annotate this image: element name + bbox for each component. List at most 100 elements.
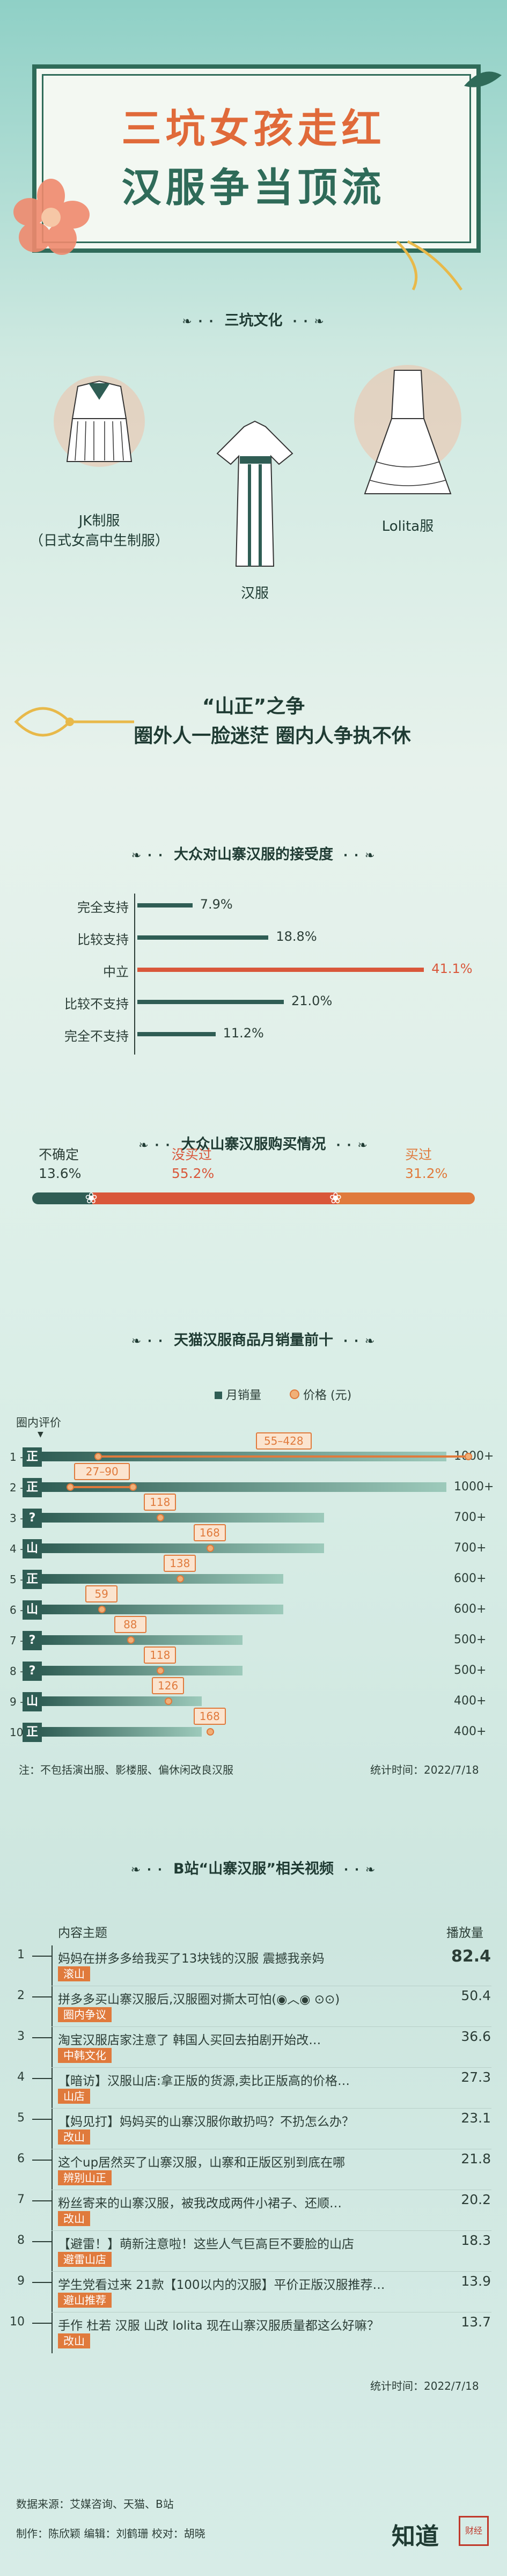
purchase-segment (336, 1192, 475, 1204)
bilibili-plays: 50.4 (461, 1988, 491, 2003)
tmall-price-label: 59 (85, 1585, 118, 1602)
bilibili-stat-time: 统计时间：2022/7/18 (370, 2380, 479, 2392)
tmall-sales-value: 600+ (454, 1572, 487, 1585)
bilibili-video-title: 粉丝寄来的山寨汉服，被我改成两件小裙子、还顺… (58, 2197, 342, 2211)
bilibili-tag: 山店 (58, 2089, 90, 2104)
bilibili-plays: 23.1 (461, 2110, 491, 2126)
tmall-price-dot (206, 1545, 214, 1552)
acceptance-bar (137, 1000, 284, 1004)
bilibili-tag: 辨别山正 (58, 2170, 112, 2185)
bilibili-tag: 改山 (58, 2211, 90, 2226)
lolita-dress-icon (354, 360, 461, 507)
acceptance-axis (134, 894, 135, 1055)
tmall-price-label: 27–90 (74, 1463, 130, 1480)
bilibili-plays: 21.8 (461, 2151, 491, 2167)
bilibili-rank: 3 (17, 2030, 25, 2043)
tmall-rating-header: 圈内评价 (16, 1416, 61, 1429)
bilibili-rank-line (32, 2119, 53, 2120)
bilibili-row-divider (52, 2067, 491, 2068)
tmall-sales-value: 700+ (454, 1511, 487, 1524)
bilibili-video-title: 【暗访】汉服山店:拿正版的货源,卖比正版高的价格… (58, 2074, 350, 2088)
bilibili-video-title: 【避雷！】萌新注意啦！这些人气巨高巨不要脸的山店 (58, 2237, 354, 2251)
tmall-price-label: 168 (193, 1708, 226, 1725)
tmall-sales-bar (39, 1574, 283, 1584)
bilibili-row-divider (52, 2108, 491, 2109)
bilibili-plays: 36.6 (461, 2029, 491, 2044)
bilibili-rank: 5 (17, 2111, 25, 2125)
tmall-stat-time: 统计时间：2022/7/18 (370, 1763, 479, 1776)
bilibili-rank-line (32, 2078, 53, 2079)
banner-line-1: “山正”之争 (202, 696, 305, 718)
jk-uniform-icon (54, 370, 145, 474)
bilibili-plays: 13.7 (461, 2314, 491, 2330)
tmall-sales-bar (39, 1696, 202, 1706)
bilibili-plays: 27.3 (461, 2069, 491, 2085)
tmall-price-dot (127, 1636, 135, 1644)
bilibili-tag: 改山 (58, 2333, 90, 2348)
bilibili-tag: 避雷山店 (58, 2252, 112, 2267)
purchase-divider-flower-icon: ❀ (329, 1189, 342, 1207)
bilibili-video-title: 拼多多买山寨汉服后,汉服圈对撕太可怕(◉︿◉ ⊙⊙) (58, 1993, 340, 2007)
acceptance-value: 7.9% (200, 897, 233, 912)
acceptance-label: 比较不支持 (64, 997, 129, 1012)
tmall-sales-value: 500+ (454, 1633, 487, 1646)
tmall-sales-bar (39, 1482, 446, 1492)
bilibili-row-divider (52, 2026, 491, 2027)
title-frame (32, 64, 481, 253)
bilibili-rank-line (32, 2037, 53, 2038)
bilibili-rank: 6 (17, 2152, 25, 2165)
purchase-heading: ❧ · · 大众山寨汉服购买情况 · · ❧ (138, 1136, 369, 1153)
bilibili-plays: 20.2 (461, 2192, 491, 2207)
bilibili-rank: 9 (17, 2274, 25, 2288)
culture-heading: ❧ · · 三坑文化 · · ❧ (182, 312, 325, 329)
bilibili-video-title: 手作 杜若 汉服 山改 lolita 现在山寨汉服质量都这么好嘛？ (58, 2319, 379, 2333)
tmall-price-label: 55–428 (255, 1432, 312, 1450)
leaf-decoration-icon (461, 64, 504, 99)
bilibili-rank-line (32, 1996, 53, 1997)
acceptance-value: 41.1% (431, 961, 473, 976)
tmall-price-label: 88 (114, 1616, 146, 1633)
bilibili-rank: 7 (17, 2193, 25, 2206)
purchase-divider-flower-icon: ❀ (85, 1189, 98, 1207)
bilibili-tag: 圈内争议 (58, 2007, 112, 2022)
tmall-price-dot (129, 1483, 137, 1491)
acceptance-heading: ❧ · · 大众对山寨汉服的接受度 · · ❧ (131, 846, 376, 863)
bilibili-col-plays: 播放量 (446, 1926, 483, 1940)
tmall-price-dot (98, 1606, 106, 1613)
acceptance-value: 18.8% (276, 929, 317, 944)
bilibili-rank-line (32, 2241, 53, 2242)
tmall-sales-value: 1000+ (454, 1480, 494, 1494)
acceptance-label: 完全支持 (77, 900, 129, 915)
footer-source: 数据来源：艾媒咨询、天猫、B站 (16, 2498, 174, 2511)
tmall-price-label: 126 (152, 1677, 185, 1694)
acceptance-value: 21.0% (291, 993, 333, 1008)
purchase-category: 不确定 (39, 1147, 79, 1162)
acceptance-label: 中立 (103, 964, 129, 979)
tmall-price-label: 168 (193, 1524, 226, 1541)
tmall-sales-bar (39, 1605, 283, 1614)
bilibili-plays: 18.3 (461, 2233, 491, 2248)
tmall-sales-bar (39, 1543, 324, 1553)
tmall-price-dot (66, 1483, 74, 1491)
bilibili-video-title: 学生党看过来 21款【100以内的汉服】平价正版汉服推荐… (58, 2278, 385, 2292)
tmall-sales-value: 600+ (454, 1602, 487, 1616)
tmall-price-range (97, 1455, 468, 1458)
title-line-2: 汉服争当顶流 (121, 165, 386, 211)
bilibili-row-divider (52, 2230, 491, 2231)
tmall-rating-badge: 山 (23, 1692, 42, 1711)
bilibili-rank: 10 (10, 2315, 25, 2329)
bilibili-rank: 2 (17, 1989, 25, 2002)
tmall-legend-sales: 月销量 (215, 1386, 261, 1403)
bilibili-video-title: 【妈见打】妈妈买的山寨汉服你敢扔吗？不扔怎么办？ (58, 2115, 354, 2129)
bilibili-heading: ❧ · · B站“山寨汉服”相关视频 · · ❧ (130, 1861, 377, 1877)
bilibili-row-divider (52, 2271, 491, 2272)
tmall-rating-arrow-icon: ▼ (38, 1430, 43, 1439)
bilibili-tag: 避山推荐 (58, 2293, 112, 2308)
bilibili-rank-line (32, 1956, 53, 1957)
bilibili-col-topic: 内容主题 (58, 1926, 107, 1940)
bilibili-rank: 8 (17, 2234, 25, 2247)
acceptance-label: 完全不支持 (64, 1029, 129, 1044)
acceptance-label: 比较支持 (77, 932, 129, 947)
footer-seal: 财经 (459, 2516, 489, 2546)
purchase-value: 55.2% (171, 1166, 215, 1181)
